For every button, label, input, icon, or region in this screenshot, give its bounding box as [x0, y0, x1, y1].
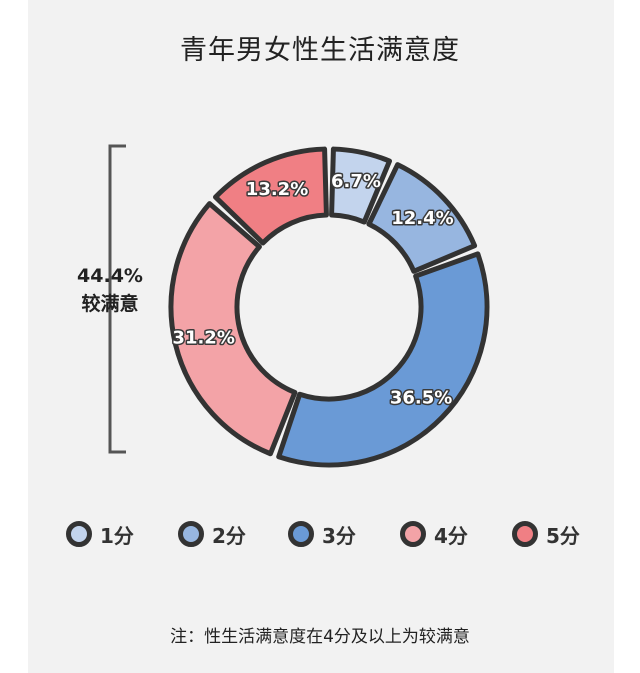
legend-label: 2分	[212, 523, 246, 548]
chart-title: 青年男女性生活满意度	[180, 35, 460, 66]
bracket-label: 44.4% 较满意	[60, 262, 160, 318]
slice-3	[276, 251, 490, 468]
legend-item-4: 4分	[400, 516, 468, 552]
slice-label-5: 13.2%	[246, 179, 308, 200]
slice-1	[329, 146, 393, 225]
satisfaction-bracket	[108, 144, 126, 454]
chart-card	[28, 0, 614, 673]
legend-swatch	[288, 521, 314, 547]
legend-swatch	[400, 521, 426, 547]
legend-label: 5分	[546, 523, 580, 548]
bracket-value: 44.4%	[77, 265, 143, 287]
bracket-text: 较满意	[81, 293, 139, 315]
legend-swatch	[66, 521, 92, 547]
slice-4	[168, 201, 298, 457]
footnote: 注：性生活满意度在4分及以上为较满意	[170, 627, 470, 647]
legend: 1分 2分 3分 4分 5分	[0, 516, 640, 552]
legend-label: 3分	[322, 523, 356, 548]
slice-5	[212, 146, 329, 246]
legend-item-3: 3分	[288, 516, 356, 552]
legend-swatch	[512, 521, 538, 547]
legend-item-2: 2分	[178, 516, 246, 552]
slice-2	[366, 162, 478, 274]
slice-label-1: 6.7%	[331, 171, 381, 192]
legend-label: 4分	[434, 523, 468, 548]
legend-swatch	[178, 521, 204, 547]
legend-item-1: 1分	[66, 516, 134, 552]
slice-label-3: 36.5%	[390, 387, 452, 408]
slice-label-2: 12.4%	[391, 208, 453, 229]
slice-label-4: 31.2%	[172, 328, 234, 349]
legend-item-5: 5分	[512, 516, 580, 552]
legend-label: 1分	[100, 523, 134, 548]
